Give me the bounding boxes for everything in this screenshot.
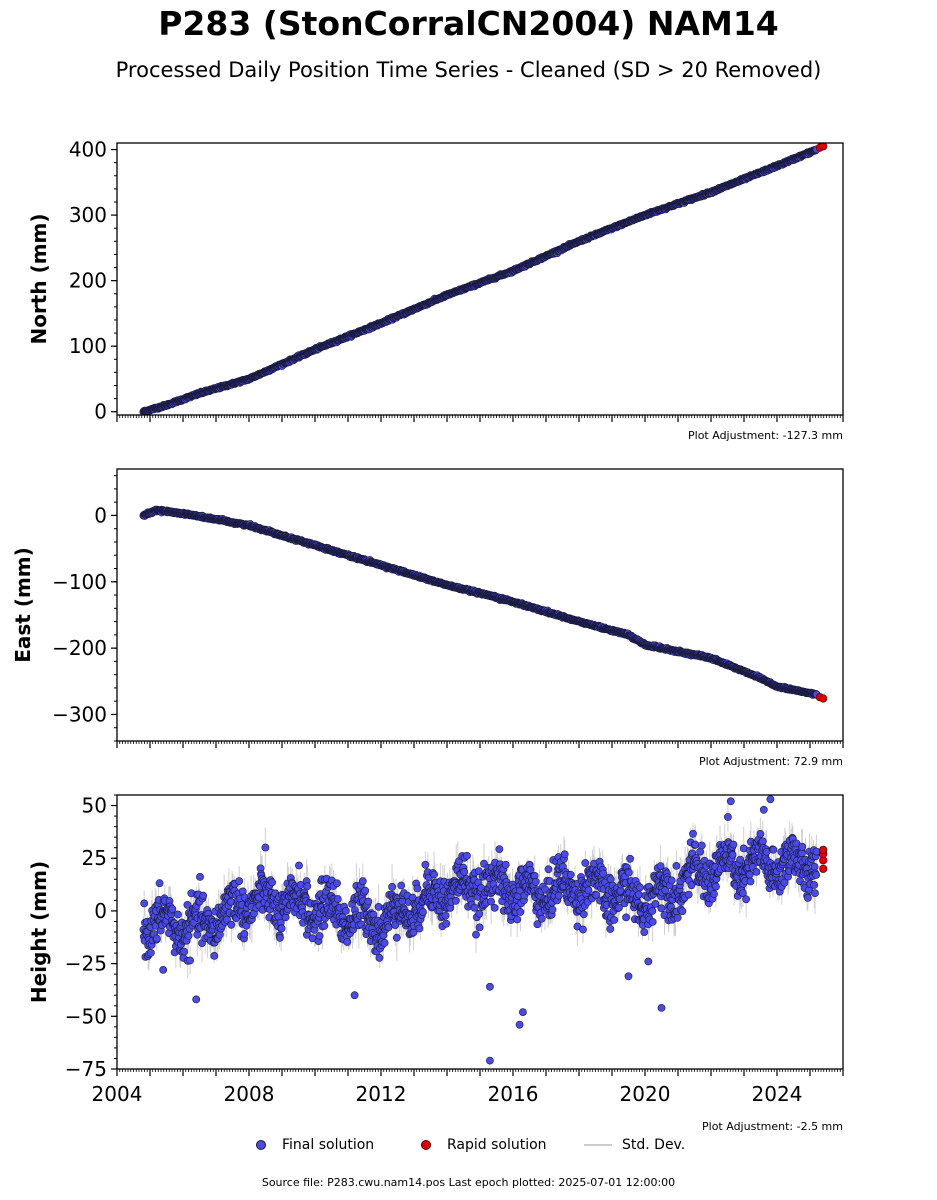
figure-subtitle: Processed Daily Position Time Series - C…	[115, 58, 822, 82]
east-data-marks	[139, 505, 828, 703]
north-panel: 0 100 200 300 400 North (mm) Plot Adjustment: …	[27, 138, 844, 442]
north-rapid-point	[819, 143, 828, 151]
north-y-tick-label: 300	[69, 203, 107, 227]
north-y-tick-label: 0	[94, 400, 107, 424]
north-data-marks	[139, 143, 828, 415]
east-std-dev-bars	[142, 508, 818, 697]
north-plot-adjustment: Plot Adjustment: -127.3 mm	[688, 429, 843, 442]
east-final-solution-points	[139, 505, 821, 699]
figure-title: P283 (StonCorralCN2004) NAM14	[158, 4, 779, 43]
north-final-solution-points	[139, 145, 821, 415]
north-y-tick-label: 400	[69, 138, 107, 162]
north-y-axis-label: North (mm)	[27, 213, 51, 344]
north-y-tick-label: 100	[69, 334, 107, 358]
north-y-tick-label: 200	[69, 269, 107, 293]
north-rapid-solution-points	[815, 143, 828, 152]
